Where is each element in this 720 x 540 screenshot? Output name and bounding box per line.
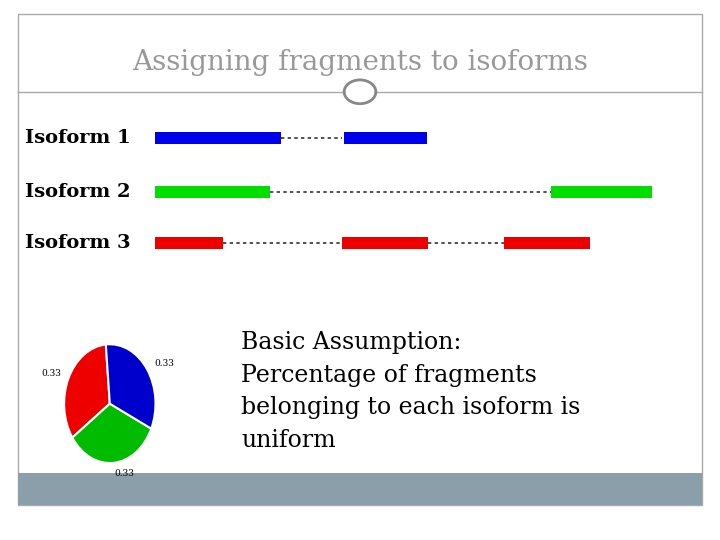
Bar	[344, 132, 427, 144]
Bar	[155, 132, 281, 144]
Bar	[155, 186, 270, 198]
Text: 0.33: 0.33	[154, 359, 174, 368]
Wedge shape	[72, 404, 151, 463]
Bar	[551, 186, 652, 198]
Bar	[504, 237, 590, 249]
FancyBboxPatch shape	[18, 472, 702, 505]
Text: 0.33: 0.33	[114, 469, 135, 478]
Bar	[155, 237, 223, 249]
Text: Isoform 3: Isoform 3	[25, 234, 131, 252]
Text: Isoform 1: Isoform 1	[25, 129, 131, 147]
Text: 0.33: 0.33	[41, 369, 61, 379]
Wedge shape	[106, 345, 156, 429]
Wedge shape	[64, 345, 110, 437]
Bar	[342, 237, 428, 249]
Circle shape	[346, 81, 374, 103]
Text: Basic Assumption:
Percentage of fragments
belonging to each isoform is
uniform: Basic Assumption: Percentage of fragment…	[241, 330, 580, 453]
FancyBboxPatch shape	[18, 14, 702, 505]
Text: Assigning fragments to isoforms: Assigning fragments to isoforms	[132, 49, 588, 76]
Text: Isoform 2: Isoform 2	[25, 183, 131, 201]
